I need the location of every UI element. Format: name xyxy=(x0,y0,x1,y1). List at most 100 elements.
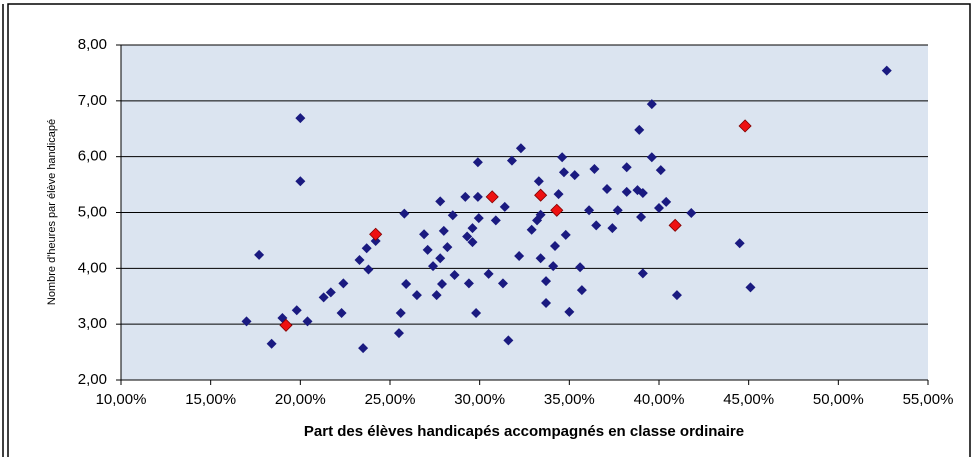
data-point xyxy=(395,308,406,318)
data-point xyxy=(646,152,657,163)
data-point xyxy=(449,270,460,281)
data-point xyxy=(535,209,546,220)
data-point xyxy=(575,262,586,273)
data-point xyxy=(514,251,525,262)
x-tick-label: 45,00% xyxy=(723,391,774,408)
data-point xyxy=(435,253,446,264)
data-point xyxy=(447,210,458,221)
data-point xyxy=(399,208,410,219)
data-point xyxy=(241,316,252,327)
data-point xyxy=(435,196,446,207)
data-point xyxy=(483,268,494,279)
data-point xyxy=(589,163,600,174)
data-point xyxy=(472,157,483,168)
data-point xyxy=(541,297,552,308)
data-point xyxy=(534,188,548,202)
data-point xyxy=(881,65,892,76)
data-point xyxy=(336,308,347,318)
data-point xyxy=(431,290,442,301)
data-point xyxy=(564,306,575,317)
data-point xyxy=(460,191,471,202)
data-point xyxy=(548,261,559,272)
data-point xyxy=(569,170,580,181)
x-tick-label: 35,00% xyxy=(544,391,595,408)
data-point xyxy=(363,264,374,275)
data-point xyxy=(661,196,672,207)
data-point xyxy=(279,318,293,332)
data-point xyxy=(734,238,745,249)
data-point xyxy=(745,282,756,293)
chart-frame xyxy=(7,3,971,457)
x-tick-label: 15,00% xyxy=(185,391,236,408)
x-tick-label: 50,00% xyxy=(813,391,864,408)
data-point xyxy=(463,278,474,289)
data-point xyxy=(541,276,552,287)
data-point xyxy=(361,243,372,254)
data-point xyxy=(499,201,510,212)
data-point xyxy=(686,208,697,219)
data-point xyxy=(646,99,657,110)
y-axis-title: Nombre d'heures par élève handicapé xyxy=(46,119,58,305)
data-point xyxy=(401,278,412,289)
data-point xyxy=(428,261,439,272)
x-axis-title: Part des élèves handicapés accompagnés e… xyxy=(304,423,744,440)
x-tick-label: 25,00% xyxy=(365,391,416,408)
data-point xyxy=(467,237,478,248)
data-point xyxy=(369,227,383,241)
x-tick-label: 55,00% xyxy=(903,391,954,408)
data-point xyxy=(560,229,571,240)
y-tick-label: 6,00 xyxy=(78,148,107,165)
data-point xyxy=(621,162,632,173)
data-point xyxy=(553,189,564,200)
data-point xyxy=(621,186,632,197)
data-point xyxy=(533,176,544,187)
data-point xyxy=(471,308,482,318)
data-point xyxy=(485,190,499,204)
y-tick-label: 2,00 xyxy=(78,371,107,388)
data-point xyxy=(422,244,433,255)
data-point xyxy=(637,268,648,279)
data-point xyxy=(557,152,568,163)
data-point xyxy=(370,235,381,246)
data-point xyxy=(637,187,648,198)
data-point xyxy=(358,343,369,354)
data-point xyxy=(636,211,647,222)
data-point xyxy=(254,249,265,260)
data-point xyxy=(338,278,349,289)
x-tick-label: 30,00% xyxy=(454,391,505,408)
data-point xyxy=(393,328,404,339)
y-tick-label: 4,00 xyxy=(78,259,107,276)
data-point xyxy=(266,338,277,349)
data-point xyxy=(654,203,664,214)
data-point xyxy=(419,229,430,240)
data-point xyxy=(506,155,517,166)
data-point xyxy=(490,215,501,226)
data-point xyxy=(462,231,473,242)
data-point xyxy=(550,203,564,217)
data-point xyxy=(302,316,313,327)
data-point xyxy=(671,290,682,301)
y-tick-label: 3,00 xyxy=(78,315,107,332)
data-point xyxy=(668,218,682,232)
data-point xyxy=(318,292,329,303)
data-point xyxy=(411,290,422,301)
data-point xyxy=(576,285,587,296)
data-point xyxy=(558,167,569,178)
data-point xyxy=(295,176,306,187)
y-tick-label: 7,00 xyxy=(78,92,107,109)
data-point xyxy=(634,124,645,135)
data-point xyxy=(472,191,483,202)
data-point xyxy=(325,287,336,298)
data-point xyxy=(438,225,449,236)
data-point xyxy=(601,184,612,195)
data-point xyxy=(549,241,560,251)
data-point xyxy=(497,278,508,289)
data-point xyxy=(591,220,602,231)
x-tick-label: 20,00% xyxy=(275,391,326,408)
data-point xyxy=(503,335,514,346)
x-tick-label: 40,00% xyxy=(634,391,685,408)
y-tick-label: 5,00 xyxy=(78,203,107,220)
data-point xyxy=(467,223,478,234)
data-point xyxy=(526,224,537,235)
